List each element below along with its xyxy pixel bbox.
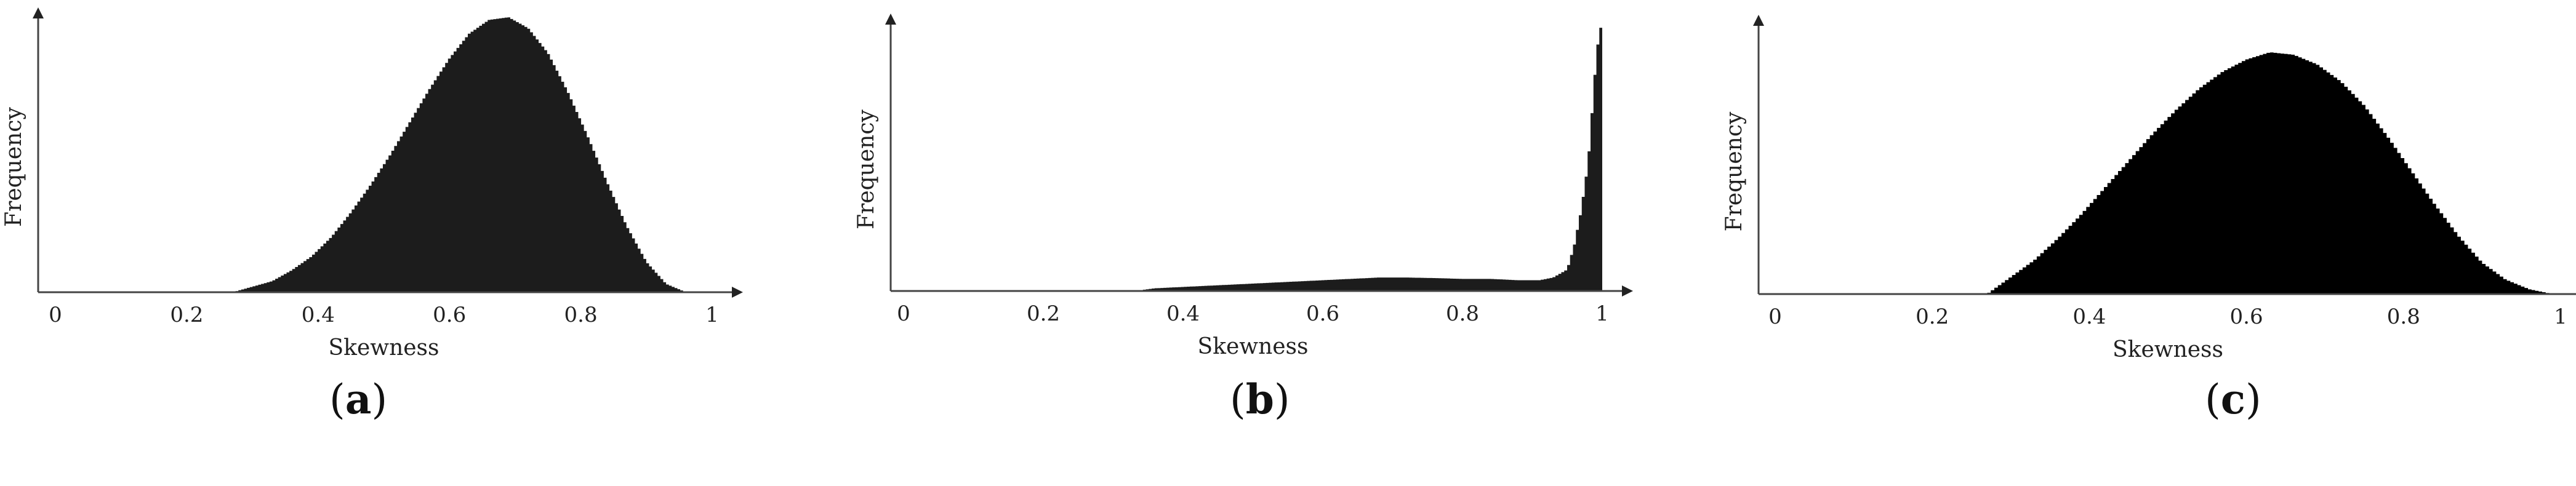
x-tick-label: 0.2 — [1916, 305, 1949, 329]
panel-c: 0 0.2 0.4 0.6 0.8 1 Skewness Frequency (c) — [1717, 0, 2576, 486]
histogram-area — [1134, 28, 1602, 291]
x-axis-arrow — [732, 287, 743, 298]
x-tick-label: 0.8 — [564, 303, 598, 327]
x-tick-label: 0.4 — [302, 303, 335, 327]
x-tick-label: 0.6 — [1306, 301, 1339, 326]
panel-b-caption: (b) — [1230, 375, 1290, 423]
x-axis-title: Skewness — [1197, 334, 1308, 359]
x-tick-label: 0.6 — [2230, 305, 2263, 329]
x-tick-label: 0.2 — [170, 303, 203, 327]
y-axis-arrow — [33, 7, 44, 18]
x-tick-label: 0.6 — [433, 303, 466, 327]
y-axis-arrow — [885, 14, 896, 25]
x-tick-label: 0 — [1768, 305, 1782, 329]
x-tick-label: 1 — [2554, 305, 2567, 329]
y-axis-title: Frequency — [854, 109, 879, 229]
x-tick-label: 0.4 — [1166, 301, 1200, 326]
panel-c-letter: c — [2220, 375, 2245, 423]
x-axis-arrow — [1622, 285, 1633, 297]
panel-a-letter: a — [345, 375, 372, 423]
x-axis-title: Skewness — [328, 335, 439, 361]
x-tick-label: 0 — [897, 301, 910, 326]
x-tick-label: 1 — [705, 303, 719, 327]
panel-a: 0 0.2 0.4 0.6 0.8 1 Skewness Frequency (a) — [0, 0, 859, 486]
x-tick-label: 0.2 — [1027, 301, 1060, 326]
x-tick-label: 1 — [1595, 301, 1609, 326]
y-axis-title: Frequency — [1, 106, 26, 226]
panel-b-letter: b — [1245, 375, 1274, 423]
y-axis-arrow — [1753, 15, 1764, 26]
panel-b: 0 0.2 0.4 0.6 0.8 1 Skewness Frequency (b) — [854, 0, 1717, 486]
panel-c-caption: (c) — [2205, 375, 2261, 423]
chart-a: 0 0.2 0.4 0.6 0.8 1 Skewness Frequency — [1, 7, 743, 361]
panel-a-caption: (a) — [329, 375, 388, 423]
histogram-area — [233, 17, 686, 292]
chart-b: 0 0.2 0.4 0.6 0.8 1 Skewness Frequency — [854, 14, 1633, 359]
y-axis-title: Frequency — [1722, 111, 1747, 231]
x-tick-label: 0.8 — [1446, 301, 1479, 326]
x-tick-label: 0 — [49, 303, 62, 327]
x-tick-label: 0.4 — [2072, 305, 2106, 329]
x-tick-label: 0.8 — [2387, 305, 2420, 329]
chart-c: 0 0.2 0.4 0.6 0.8 1 Skewness Frequency — [1722, 15, 2576, 362]
histogram-area — [1987, 52, 2553, 295]
x-axis-title: Skewness — [2113, 337, 2223, 362]
